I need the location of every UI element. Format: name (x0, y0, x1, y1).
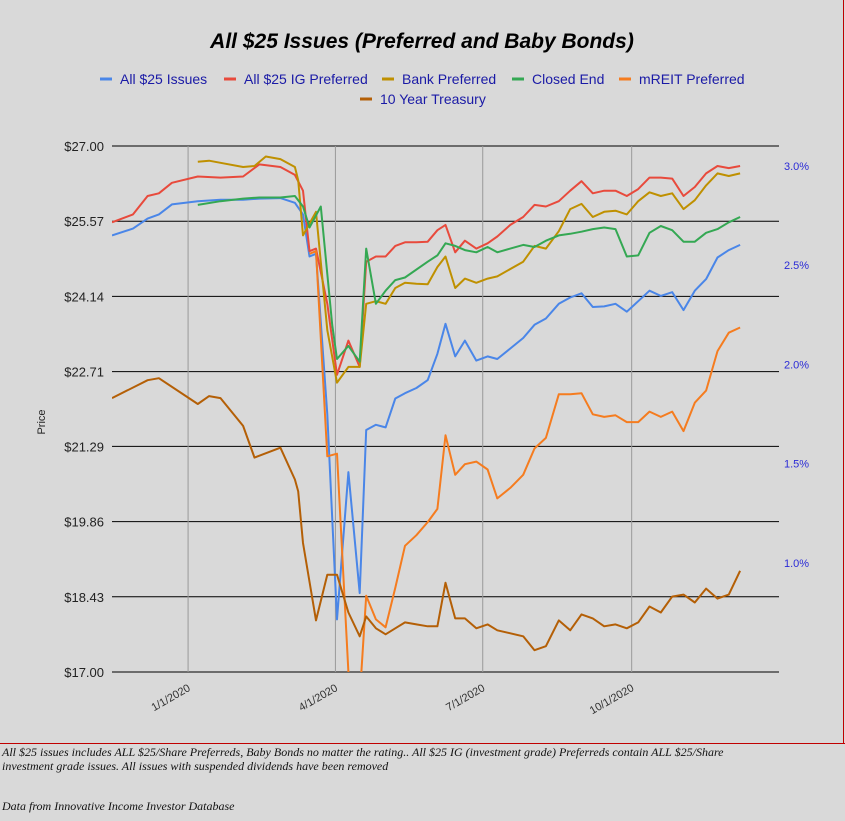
chart: All $25 Issues (Preferred and Baby Bonds… (36, 30, 809, 717)
y2-tick-label: 1.0% (784, 558, 809, 570)
y-axis: $27.00 $25.57 $24.14 $22.71 $21.29 $19.86 $18.… (64, 139, 104, 680)
legend: All $25 Issues All $25 IG Preferred Bank P… (100, 71, 745, 107)
y-tick-label: $22.71 (64, 365, 104, 380)
y-tick-label: $18.43 (64, 590, 104, 605)
y-tick-label: $19.86 (64, 515, 104, 530)
secondary-y-axis: 3.0% 2.5% 2.0% 1.5% 1.0% (784, 161, 809, 570)
y2-tick-label: 2.0% (784, 359, 809, 371)
series-line-10-year-treasury (112, 377, 742, 652)
series-line-closed-end (197, 195, 741, 363)
series-line-all-25-ig-preferred (112, 163, 741, 376)
footnote: All $25 issues includes ALL $25/Share Pr… (2, 745, 724, 773)
legend-label-all-25-ig-preferred: All $25 IG Preferred (244, 71, 368, 87)
y-tick-label: $21.29 (64, 439, 104, 454)
divider-line (0, 743, 845, 744)
legend-label-closed-end: Closed End (532, 71, 604, 87)
series-lines (112, 155, 742, 672)
y-tick-label: $27.00 (64, 139, 104, 154)
y2-tick-label: 3.0% (784, 161, 809, 173)
series-line-all-25-issues (112, 197, 741, 621)
x-tick-label: 4/1/2020 (297, 682, 340, 714)
divider-line-right (843, 0, 844, 744)
series-line-mreit-preferred (309, 250, 741, 672)
x-tick-label: 7/1/2020 (444, 682, 487, 714)
legend-label-mreit-preferred: mREIT Preferred (639, 71, 745, 87)
legend-label-all-25-issues: All $25 Issues (120, 71, 207, 87)
y-axis-label: Price (36, 409, 48, 434)
y2-tick-label: 2.5% (784, 260, 809, 272)
y-tick-label: $25.57 (64, 214, 104, 229)
x-tick-label: 10/1/2020 (588, 682, 636, 717)
x-axis: 1/1/2020 4/1/2020 7/1/2020 10/1/2020 (149, 682, 636, 717)
legend-label-bank-preferred: Bank Preferred (402, 71, 496, 87)
footnote-line-1: All $25 issues includes ALL $25/Share Pr… (2, 745, 724, 759)
y2-tick-label: 1.5% (784, 459, 809, 471)
y-tick-label: $24.14 (64, 289, 104, 304)
gridlines (112, 145, 779, 673)
chart-title: All $25 Issues (Preferred and Baby Bonds… (209, 30, 634, 53)
legend-label-10-year-treasury: 10 Year Treasury (380, 91, 486, 107)
footnote-line-2: investment grade issues. All issues with… (2, 759, 389, 773)
series-line-bank-preferred (197, 155, 741, 384)
x-tick-label: 1/1/2020 (149, 682, 192, 714)
y-tick-label: $17.00 (64, 665, 104, 680)
source-note: Data from Innovative Income Investor Dat… (2, 799, 235, 813)
